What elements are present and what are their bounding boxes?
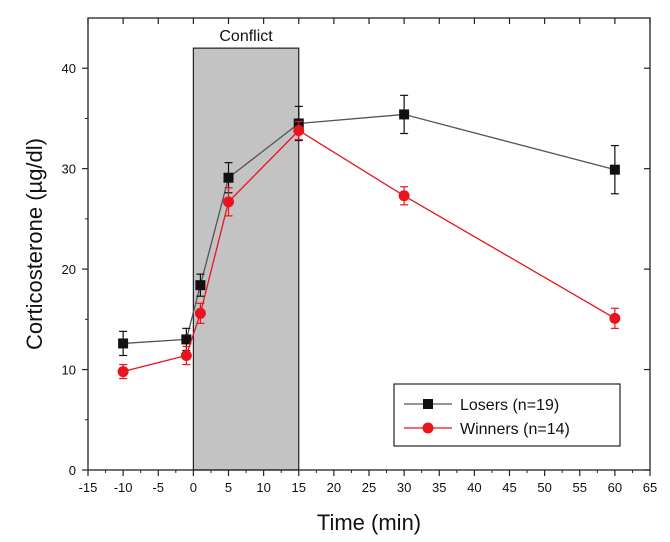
data-point-square: [195, 280, 206, 291]
x-tick-label: 25: [362, 480, 376, 495]
x-tick-label: 20: [327, 480, 341, 495]
data-point-circle: [194, 307, 206, 319]
legend: Losers (n=19) Winners (n=14): [393, 383, 621, 447]
x-tick-label: -15: [79, 480, 98, 495]
x-tick-label: 15: [292, 480, 306, 495]
x-tick-label: 45: [502, 480, 516, 495]
legend-marker-square: [423, 399, 433, 409]
x-tick-label: 35: [432, 480, 446, 495]
tick-group: -15 -10 -5 0 5 10 15 20 25 30 35 40 45 50 55 60 65 0 10 20 3…: [62, 18, 657, 495]
x-tick-label: 40: [467, 480, 481, 495]
legend-entry: Losers (n=19): [404, 397, 559, 414]
x-tick-label: 5: [225, 480, 232, 495]
y-tick-label: 40: [62, 61, 76, 76]
x-axis-title: Time (min): [317, 510, 421, 535]
x-tick-label: -5: [152, 480, 164, 495]
data-point-square: [609, 164, 620, 175]
y-tick-label: 30: [62, 162, 76, 177]
x-tick-label: 60: [608, 480, 622, 495]
data-point-square: [399, 109, 410, 120]
y-axis-title: Corticosterone (µg/dl): [22, 138, 47, 350]
y-tick-label: 0: [69, 463, 76, 478]
conflict-shaded-region: [192, 47, 300, 471]
legend-label: Winners (n=14): [460, 421, 570, 438]
data-point-circle: [180, 349, 192, 361]
legend-marker-circle: [422, 422, 434, 434]
legend-box: [393, 383, 621, 447]
data-point-circle: [398, 190, 410, 202]
conflict-label: Conflict: [219, 28, 273, 45]
data-point-square: [181, 334, 192, 345]
data-point-circle: [117, 366, 129, 378]
conflict-region-group: [192, 47, 300, 471]
data-point-circle: [293, 124, 305, 136]
data-point-circle: [609, 312, 621, 324]
legend-label: Losers (n=19): [460, 397, 559, 414]
annotation-group: Conflict: [219, 28, 273, 45]
legend-entry: Winners (n=14): [404, 421, 570, 438]
data-point-square: [223, 172, 234, 183]
series-winners: [117, 120, 621, 380]
y-tick-label: 10: [62, 363, 76, 378]
series-group: [117, 94, 621, 380]
data-point-square: [118, 338, 129, 349]
x-tick-label: 0: [190, 480, 197, 495]
y-tick-label: 20: [62, 262, 76, 277]
x-tick-label: 65: [643, 480, 657, 495]
data-point-circle: [223, 196, 234, 208]
x-tick-label: 30: [397, 480, 411, 495]
x-tick-label: 50: [537, 480, 551, 495]
x-tick-label: 55: [573, 480, 587, 495]
x-tick-label: -10: [114, 480, 133, 495]
x-tick-label: 10: [256, 480, 270, 495]
